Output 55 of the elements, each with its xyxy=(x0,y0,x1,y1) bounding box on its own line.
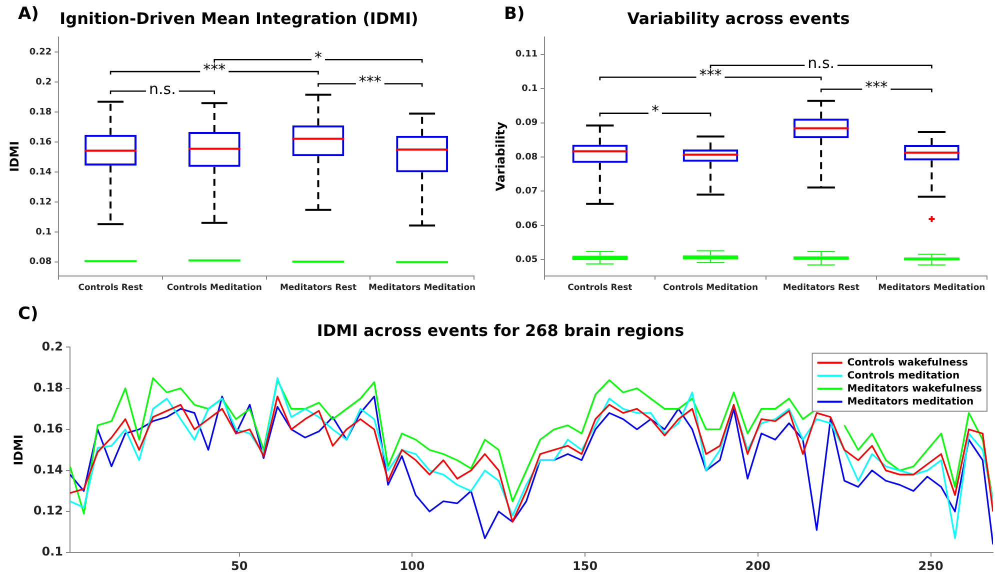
legend-label: Controls wakefulness xyxy=(847,357,968,368)
annotation: *** xyxy=(358,72,382,91)
y-tick-label: 0.18 xyxy=(33,380,64,394)
x-tick-label: Controls Rest xyxy=(78,283,143,294)
x-tick-label: Controls Meditation xyxy=(662,283,758,294)
y-tick-label: 0.05 xyxy=(515,255,538,266)
y-tick-label: 0.16 xyxy=(33,421,64,436)
y-tick-label: 0.1 xyxy=(42,544,64,559)
y-tick-label: 0.2 xyxy=(36,77,52,88)
annotation: *** xyxy=(203,60,226,78)
annotation: *** xyxy=(865,78,888,96)
text: A) xyxy=(18,4,39,24)
y-tick-label: 0.16 xyxy=(29,137,52,148)
x-tick-label: Meditators Rest xyxy=(782,283,860,294)
x-tick-label: Meditators Rest xyxy=(280,283,357,294)
y-tick-label: 0.06 xyxy=(515,220,538,231)
x-tick-label: Controls Meditation xyxy=(166,283,262,294)
y-tick-label: 0.1 xyxy=(522,84,538,94)
y-axis-title: Variability xyxy=(493,122,508,192)
y-tick-label: 0.12 xyxy=(29,197,52,208)
y-tick-label: 0.18 xyxy=(29,107,52,118)
chart-title: IDMI across events for 268 brain regions xyxy=(316,320,684,340)
chart-title: Variability across events xyxy=(627,8,850,28)
annotation: * xyxy=(651,102,660,120)
x-tick-label: 150 xyxy=(572,558,598,573)
x-tick-label: 50 xyxy=(231,558,248,573)
chart-title: Ignition-Driven Mean Integration (IDMI) xyxy=(60,8,418,28)
x-tick-label: Meditators Meditation xyxy=(368,283,476,294)
x-tick-label: 100 xyxy=(400,558,425,573)
x-tick-label: 200 xyxy=(745,558,770,573)
text: B) xyxy=(504,4,525,24)
y-tick-label: 0.08 xyxy=(29,257,52,268)
y-tick-label: 0.11 xyxy=(515,50,538,60)
text: C) xyxy=(18,304,38,324)
y-tick-label: 0.09 xyxy=(515,118,538,128)
y-tick-label: 0.1 xyxy=(36,227,52,238)
y-tick-label: 0.14 xyxy=(29,167,52,178)
legend-label: Meditators meditation xyxy=(847,396,974,408)
y-axis-title: IDMI xyxy=(7,141,22,172)
x-tick-label: Controls Rest xyxy=(568,283,632,294)
y-tick-label: 0.22 xyxy=(29,48,52,58)
y-tick-label: 0.12 xyxy=(33,504,64,518)
legend-label: Controls meditation xyxy=(847,370,960,382)
x-tick-label: 250 xyxy=(918,558,944,573)
y-tick-label: 0.14 xyxy=(33,462,64,477)
y-tick-label: 0.08 xyxy=(515,152,538,162)
y-tick-label: 0.07 xyxy=(515,186,538,197)
annotation: n.s. xyxy=(149,80,176,98)
annotation: * xyxy=(314,48,322,67)
y-axis-title: IDMI xyxy=(11,434,26,466)
annotation: *** xyxy=(699,66,722,84)
legend-label: Meditators wakefulness xyxy=(847,383,982,394)
x-tick-label: Meditators Meditation xyxy=(878,283,986,294)
y-tick-label: 0.2 xyxy=(42,339,64,354)
annotation: n.s. xyxy=(808,54,835,72)
